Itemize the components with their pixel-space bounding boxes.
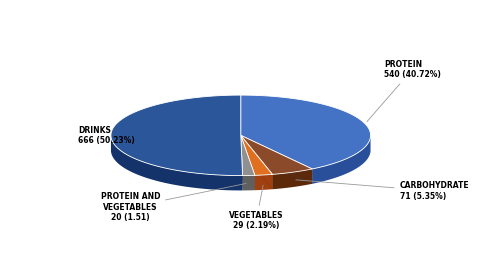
Text: CARBOHYDRATE
71 (5.35%): CARBOHYDRATE 71 (5.35%)	[296, 180, 469, 201]
Polygon shape	[241, 135, 272, 189]
Polygon shape	[241, 95, 370, 169]
Polygon shape	[241, 135, 242, 191]
Text: PROTEIN AND
VEGETABLES
20 (1.51): PROTEIN AND VEGETABLES 20 (1.51)	[100, 184, 246, 222]
Polygon shape	[241, 135, 312, 184]
Polygon shape	[241, 135, 272, 175]
Polygon shape	[241, 135, 312, 184]
Polygon shape	[241, 135, 255, 176]
Polygon shape	[241, 135, 255, 190]
Polygon shape	[241, 135, 242, 191]
Polygon shape	[241, 135, 272, 189]
Polygon shape	[111, 95, 242, 176]
Text: VEGETABLES
29 (2.19%): VEGETABLES 29 (2.19%)	[229, 185, 283, 230]
Polygon shape	[111, 136, 242, 191]
Polygon shape	[272, 169, 312, 189]
Text: PROTEIN
540 (40.72%): PROTEIN 540 (40.72%)	[367, 59, 441, 122]
Polygon shape	[312, 136, 370, 184]
Polygon shape	[255, 174, 272, 190]
Text: DRINKS
666 (50.23%): DRINKS 666 (50.23%)	[78, 126, 135, 145]
Polygon shape	[242, 175, 255, 191]
Polygon shape	[241, 135, 255, 190]
Polygon shape	[241, 135, 312, 174]
